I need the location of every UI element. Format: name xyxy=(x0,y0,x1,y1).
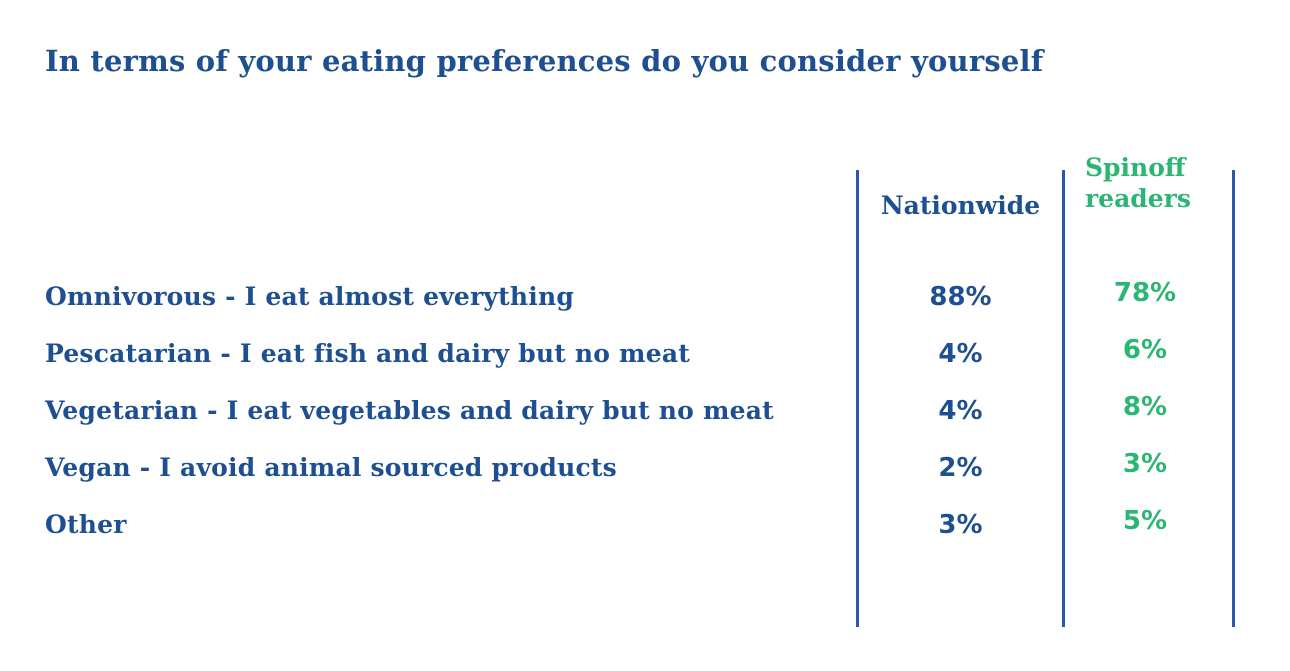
value-spinoff-vegetarian: 8% xyxy=(1122,391,1168,422)
table-row: Vegetarian - I eat vegetables and dairy … xyxy=(0,382,1290,439)
value-spinoff-vegan: 3% xyxy=(1122,448,1168,479)
value-nationwide-pescatarian: 4% xyxy=(938,338,983,369)
value-nationwide-vegan: 2% xyxy=(938,452,983,483)
value-nationwide-vegetarian: 4% xyxy=(938,395,983,426)
column-divider-right xyxy=(1232,170,1235,627)
table-body: Omnivorous - I eat almost everything 88%… xyxy=(0,268,1290,553)
column-header-nationwide: Nationwide xyxy=(880,191,1041,220)
row-label-vegan: Vegan - I avoid animal sourced products xyxy=(45,453,617,482)
value-spinoff-other: 5% xyxy=(1122,505,1168,536)
table-row: Omnivorous - I eat almost everything 88%… xyxy=(0,268,1290,325)
value-spinoff-omnivorous: 78% xyxy=(1113,277,1177,308)
page-title: In terms of your eating preferences do y… xyxy=(45,44,1044,78)
value-nationwide-omnivorous: 88% xyxy=(929,281,992,312)
row-label-pescatarian: Pescatarian - I eat fish and dairy but n… xyxy=(45,339,690,368)
row-label-other: Other xyxy=(45,510,127,539)
row-label-omnivorous: Omnivorous - I eat almost everything xyxy=(45,282,575,311)
column-divider-left xyxy=(856,170,859,627)
table-row: Vegan - I avoid animal sourced products … xyxy=(0,439,1290,496)
table-row: Other 3% 5% xyxy=(0,496,1290,553)
column-header-spinoff-readers: Spinoff readers xyxy=(1085,153,1191,213)
value-spinoff-pescatarian: 6% xyxy=(1122,334,1168,365)
row-label-vegetarian: Vegetarian - I eat vegetables and dairy … xyxy=(45,396,774,425)
column-divider-middle xyxy=(1062,170,1065,627)
table-row: Pescatarian - I eat fish and dairy but n… xyxy=(0,325,1290,382)
value-nationwide-other: 3% xyxy=(938,509,983,540)
